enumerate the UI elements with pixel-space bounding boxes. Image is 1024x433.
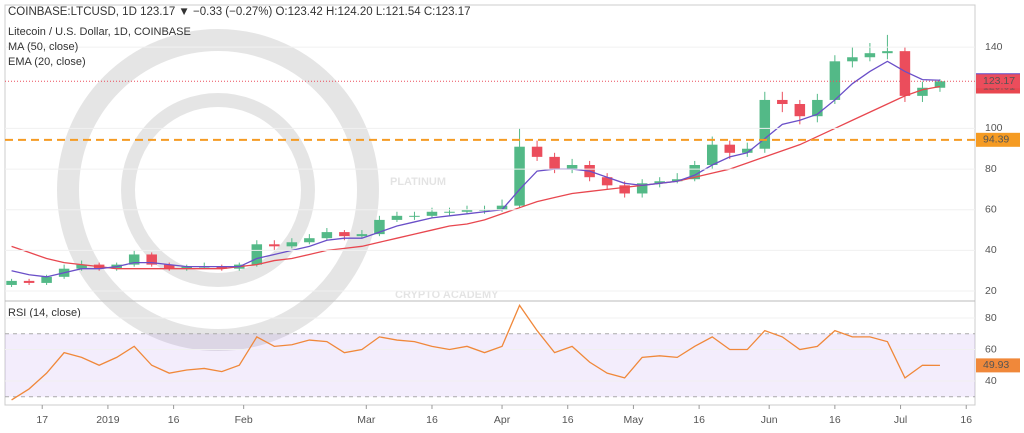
candle-body — [636, 183, 648, 194]
level-box — [976, 132, 1020, 147]
x-tick-label: 17 — [36, 414, 48, 426]
rsi-band — [5, 333, 975, 397]
candle-body — [724, 144, 736, 153]
candle-body — [619, 185, 630, 194]
candle-body — [549, 156, 560, 170]
y-tick-label: 60 — [985, 343, 997, 355]
candle-body — [689, 165, 700, 180]
candle-body — [76, 264, 87, 269]
candle-body — [23, 280, 35, 283]
line-series — [11, 85, 941, 270]
candle-body — [426, 211, 438, 216]
candle-body — [251, 244, 263, 265]
x-tick-label: 16 — [693, 414, 705, 426]
x-tick-label: 16 — [426, 414, 438, 426]
candle-body — [216, 266, 228, 269]
candle-body — [461, 209, 473, 212]
header: COINBASE:LTCUSD, 1D 123.17 ▼ −0.33 (−0.2… — [8, 6, 471, 18]
y-tick-label: 20 — [985, 285, 997, 297]
candle-body — [759, 99, 771, 149]
candle-body — [444, 211, 455, 213]
x-tick-label: 16 — [829, 414, 841, 426]
price-plot — [5, 34, 975, 287]
chart-title: Litecoin / U.S. Dollar, 1D, COINBASE — [8, 26, 191, 38]
x-tick-label: Apr — [494, 414, 511, 426]
candle-body — [882, 51, 893, 54]
candle-body — [829, 61, 841, 100]
y-tick-label: 100 — [985, 122, 1003, 134]
x-tick-label: May — [623, 414, 644, 426]
y-tick-label: 140 — [985, 41, 1003, 53]
rsi-title: RSI (14, close) — [8, 307, 81, 319]
candle-body — [566, 165, 578, 170]
candle-body — [128, 254, 140, 265]
frame — [4, 4, 976, 406]
candle-body — [286, 242, 298, 247]
x-tick-label: 16 — [960, 414, 972, 426]
candle-body — [917, 87, 928, 96]
last-value-label: 49.93 — [983, 359, 1009, 371]
candle-body — [777, 99, 788, 105]
candle-body — [531, 146, 543, 157]
last-value-box — [976, 358, 1020, 373]
x-tick-label: 2019 — [96, 414, 120, 426]
candle-body — [601, 177, 613, 186]
candle-body — [514, 146, 525, 206]
candle-body — [41, 276, 52, 283]
candle-body — [163, 264, 175, 269]
candle-body — [321, 232, 333, 239]
legend-entry: MA (50, close) — [8, 41, 78, 53]
candle-body — [654, 181, 665, 184]
x-tick-label: Mar — [357, 414, 376, 426]
x-tick-label: Jun — [761, 414, 778, 426]
candle-body — [812, 99, 823, 117]
candle-body — [374, 219, 385, 235]
y-tick-label: 80 — [985, 163, 997, 175]
x-tick-label: Jul — [894, 414, 907, 426]
candle-body — [391, 215, 403, 220]
level-label: 94.39 — [983, 134, 1009, 146]
candle-body — [146, 254, 157, 265]
candle-body — [181, 266, 192, 269]
candle-body — [409, 215, 420, 217]
candle-body — [304, 238, 315, 243]
candle-body — [742, 148, 753, 153]
current-price-box — [976, 74, 1020, 89]
watermark: PLATINUM — [390, 176, 446, 188]
x-tick-label: 16 — [562, 414, 574, 426]
candle-body — [794, 104, 806, 117]
line-series — [11, 304, 940, 401]
candle-body — [671, 179, 683, 182]
candle-body — [706, 144, 718, 166]
legend-entry: EMA (20, close) — [8, 56, 86, 68]
candle-body — [864, 53, 876, 58]
candle-body — [269, 244, 280, 247]
y-tick-label: 60 — [985, 204, 997, 216]
current-price-label: 123.17 — [983, 75, 1015, 87]
y-tick-label: 80 — [985, 312, 997, 324]
candle-body — [339, 232, 350, 237]
y-tick-label: 40 — [985, 375, 997, 387]
candle-body — [899, 51, 911, 96]
line-series — [11, 60, 940, 278]
y-tick-label: 40 — [985, 244, 997, 256]
x-tick-label: 16 — [168, 414, 180, 426]
watermark-logo — [57, 29, 379, 351]
x-tick-label: Feb — [235, 414, 253, 426]
candle-body — [496, 205, 508, 210]
candle-body — [934, 81, 946, 88]
candle-body — [847, 57, 858, 62]
watermark: CRYPTO ACADEMY — [395, 289, 499, 301]
candle-body — [6, 280, 17, 285]
candle-body — [356, 234, 368, 237]
